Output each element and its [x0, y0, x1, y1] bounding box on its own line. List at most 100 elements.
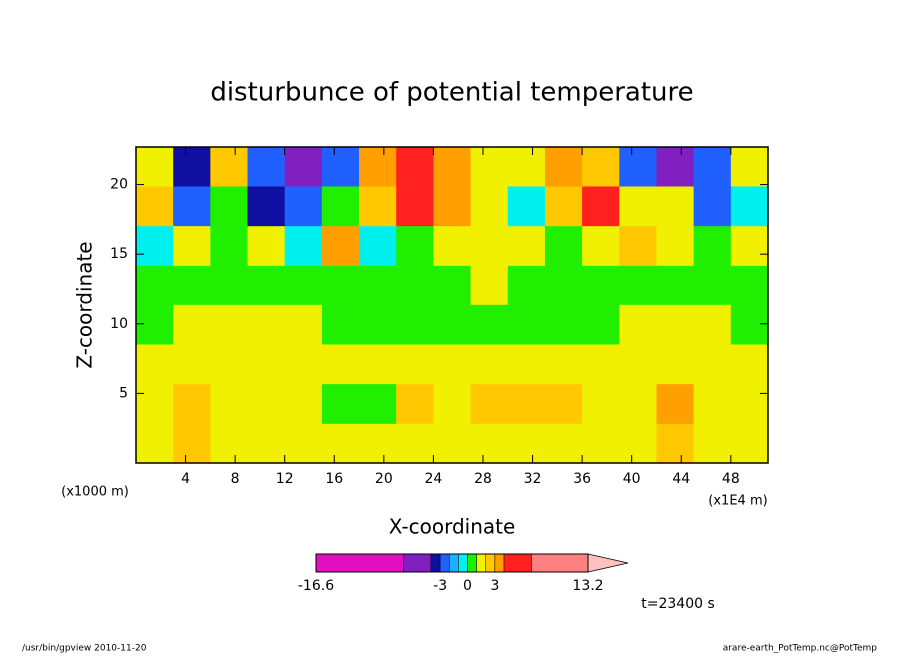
contour-cell: [359, 343, 397, 385]
contour-cell: [619, 383, 657, 424]
contour-cell: [507, 343, 546, 385]
contour-cell: [656, 265, 695, 305]
contour-cell: [359, 383, 397, 424]
colorbar-segment: [476, 553, 487, 573]
contour-cell: [210, 304, 249, 345]
contour-cell: [396, 147, 434, 187]
x-tick-label: 8: [231, 471, 240, 487]
contour-cell: [544, 423, 583, 464]
contour-cell: [396, 304, 434, 345]
contour-cell: [470, 423, 509, 464]
plot-frame: [135, 146, 769, 464]
contour-cell: [656, 423, 695, 464]
colorbar-tick-label: 13.2: [572, 578, 603, 594]
contour-cell: [470, 225, 509, 266]
x-tick-label: 32: [524, 471, 542, 487]
contour-cell: [173, 343, 211, 385]
contour-cell: [173, 423, 211, 464]
contour-cell: [730, 343, 769, 385]
contour-cell: [470, 185, 509, 227]
contour-cell: [210, 225, 249, 266]
x-tick-label: 28: [474, 471, 492, 487]
contour-cell: [136, 185, 174, 227]
contour-cell: [173, 265, 211, 305]
contour-cell: [619, 304, 657, 345]
y-unit: (x1000 m): [61, 485, 129, 500]
contour-cell: [210, 185, 249, 227]
contour-cell: [619, 343, 657, 385]
contour-cell: [173, 383, 211, 424]
contour-cell: [321, 147, 360, 187]
contour-cell: [284, 383, 323, 424]
contour-cell: [470, 304, 509, 345]
contour-cell: [693, 147, 732, 187]
contour-cell: [544, 225, 583, 266]
contour-cell: [136, 147, 174, 187]
contour-cell: [693, 343, 732, 385]
contour-cell: [210, 147, 249, 187]
contour-cell: [396, 265, 434, 305]
y-tick-label: 5: [119, 385, 128, 401]
contour-cell: [284, 304, 323, 345]
colorbar-segment: [485, 553, 496, 573]
contour-cell: [433, 304, 472, 345]
colorbar-segment: [458, 553, 468, 573]
contour-cell: [582, 343, 620, 385]
contour-cell: [136, 383, 174, 424]
contour-cell: [582, 185, 620, 227]
contour-cell: [210, 343, 249, 385]
contour-cell: [507, 185, 546, 227]
contour-cell: [321, 304, 360, 345]
colorbar-tick-label: 0: [463, 578, 472, 594]
contour-cell: [507, 304, 546, 345]
contour-cell: [247, 304, 286, 345]
contour-cell: [247, 225, 286, 266]
contour-cell: [730, 304, 769, 345]
y-tick-label: 20: [110, 177, 128, 193]
contour-cell: [693, 185, 732, 227]
contour-cell: [693, 423, 732, 464]
contour-cell: [582, 304, 620, 345]
x-tick-label: 4: [181, 471, 190, 487]
contour-cell: [396, 225, 434, 266]
contour-cell: [693, 265, 732, 305]
footer-left: /usr/bin/gpview 2010-11-20: [22, 644, 147, 654]
x-tick-label: 20: [375, 471, 393, 487]
contour-cell: [247, 383, 286, 424]
contour-cell: [544, 147, 583, 187]
x-tick-label: 48: [722, 471, 740, 487]
contour-cell: [582, 147, 620, 187]
contour-cell: [582, 265, 620, 305]
contour-cell: [173, 304, 211, 345]
footer-right: arare-earth_PotTemp.nc@PotTemp: [723, 644, 878, 654]
contour-cell: [210, 383, 249, 424]
contour-cell: [433, 225, 472, 266]
contour-cell: [359, 185, 397, 227]
contour-cell: [433, 383, 472, 424]
contour-cell: [730, 383, 769, 424]
contour-cell: [321, 383, 360, 424]
contour-cell: [396, 343, 434, 385]
colorbar-segment: [467, 553, 477, 573]
contour-cell: [619, 265, 657, 305]
contour-cell: [396, 423, 434, 464]
contour-cell: [730, 265, 769, 305]
contour-cell: [656, 304, 695, 345]
contour-cell: [136, 343, 174, 385]
contour-cell: [173, 147, 211, 187]
contour-cell: [470, 265, 509, 305]
contour-cell: [656, 147, 695, 187]
contour-cell: [359, 423, 397, 464]
contour-cell: [693, 304, 732, 345]
x-unit: (x1E4 m): [708, 494, 767, 509]
contour-cell: [284, 423, 323, 464]
contour-cell: [136, 265, 174, 305]
contour-cell: [507, 147, 546, 187]
contour-cell: [619, 147, 657, 187]
contour-cell: [730, 225, 769, 266]
contour-cell: [433, 343, 472, 385]
colorbar-tick-label: 3: [490, 578, 499, 594]
contour-cell: [396, 383, 434, 424]
contour-cell: [136, 423, 174, 464]
contour-cell: [730, 185, 769, 227]
